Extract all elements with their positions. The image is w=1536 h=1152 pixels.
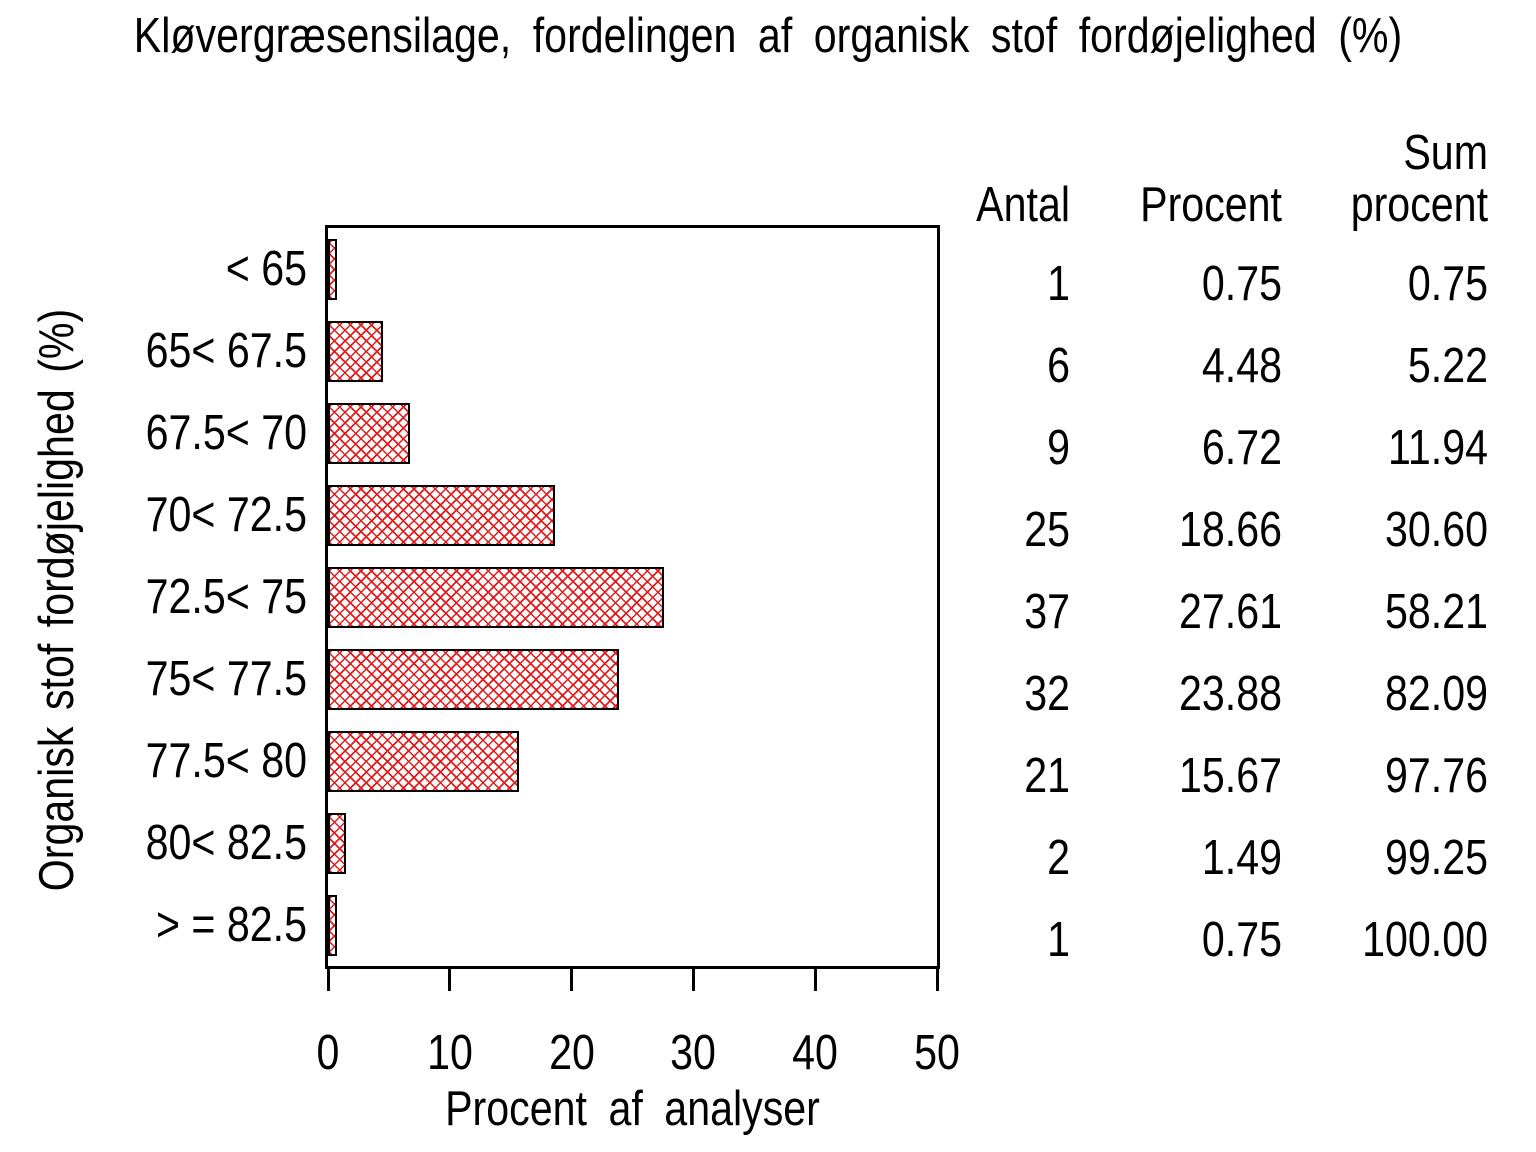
x-tick <box>813 969 817 991</box>
table-cell-procent: 15.67 <box>1178 749 1282 803</box>
x-tick-label: 30 <box>670 1026 717 1080</box>
table-cell-procent: 23.88 <box>1178 667 1282 721</box>
x-tick-label: 50 <box>914 1026 960 1080</box>
table-cell-procent: 6.72 <box>1201 421 1282 475</box>
x-axis-title: Procent af analyser <box>445 1082 820 1136</box>
table-cell-antal: 21 <box>1024 749 1070 803</box>
table-header-antal: Antal <box>976 178 1070 232</box>
table-cell-procent: 4.48 <box>1201 339 1282 393</box>
x-tick <box>448 969 452 991</box>
y-category-label: < 65 <box>225 242 307 296</box>
table-cell-antal: 1 <box>1047 913 1070 967</box>
y-category-label: 70< 72.5 <box>145 488 307 542</box>
table-header-sum-line2: procent <box>1350 178 1488 232</box>
table-cell-antal: 1 <box>1047 257 1070 311</box>
table-cell-sum: 97.76 <box>1384 749 1488 803</box>
table-cell-sum: 100.00 <box>1362 913 1488 967</box>
table-cell-procent: 18.66 <box>1178 503 1282 557</box>
bar-row-3 <box>328 484 556 546</box>
table-cell-procent: 1.49 <box>1201 831 1282 885</box>
table-cell-procent: 0.75 <box>1201 913 1282 967</box>
table-header-sum-procent: Sum procent <box>1253 127 1488 231</box>
bar-row-7 <box>328 812 347 874</box>
y-category-label: 77.5< 80 <box>145 734 307 788</box>
y-category-label: 72.5< 75 <box>145 570 307 624</box>
y-category-label: 67.5< 70 <box>145 406 307 460</box>
bar-row-8 <box>328 894 338 956</box>
x-tick <box>691 969 695 991</box>
table-cell-sum: 30.60 <box>1384 503 1488 557</box>
table-cell-sum: 0.75 <box>1407 257 1488 311</box>
x-tick-label: 10 <box>426 1026 473 1080</box>
bar-row-4 <box>328 566 665 628</box>
y-category-label: 80< 82.5 <box>145 816 307 870</box>
table-cell-sum: 11.94 <box>1388 421 1488 475</box>
y-category-label: > = 82.5 <box>155 898 307 952</box>
x-tick <box>935 969 939 991</box>
table-cell-procent: 27.61 <box>1178 585 1282 639</box>
y-category-label: 75< 77.5 <box>145 652 307 706</box>
table-cell-procent: 0.75 <box>1201 257 1282 311</box>
table-cell-antal: 9 <box>1047 421 1070 475</box>
y-axis-title: Organisk stof fordøjelighed (%) <box>30 308 84 892</box>
bar-row-6 <box>328 730 519 792</box>
bar-row-5 <box>328 648 619 710</box>
table-cell-sum: 99.25 <box>1384 831 1488 885</box>
table-cell-sum: 82.09 <box>1384 667 1488 721</box>
x-tick-label: 0 <box>316 1026 340 1080</box>
table-header-sum-line1: Sum <box>1403 126 1488 180</box>
table-cell-antal: 2 <box>1047 831 1070 885</box>
table-cell-sum: 58.21 <box>1384 585 1488 639</box>
chart-title: Kløvergræsensilage, fordelingen af organ… <box>133 9 1403 63</box>
table-cell-sum: 5.22 <box>1407 339 1488 393</box>
table-cell-antal: 37 <box>1024 585 1070 639</box>
x-tick <box>570 969 574 991</box>
table-cell-antal: 6 <box>1047 339 1070 393</box>
x-tick-label: 20 <box>548 1026 595 1080</box>
x-tick-label: 40 <box>792 1026 839 1080</box>
y-category-label: 65< 67.5 <box>145 324 307 378</box>
table-cell-antal: 25 <box>1024 503 1070 557</box>
bar-row-2 <box>328 402 410 464</box>
bar-row-1 <box>328 320 383 382</box>
x-tick <box>326 969 330 991</box>
bar-row-0 <box>328 238 338 300</box>
table-cell-antal: 32 <box>1024 667 1070 721</box>
table-header-procent: Procent <box>1140 178 1282 232</box>
